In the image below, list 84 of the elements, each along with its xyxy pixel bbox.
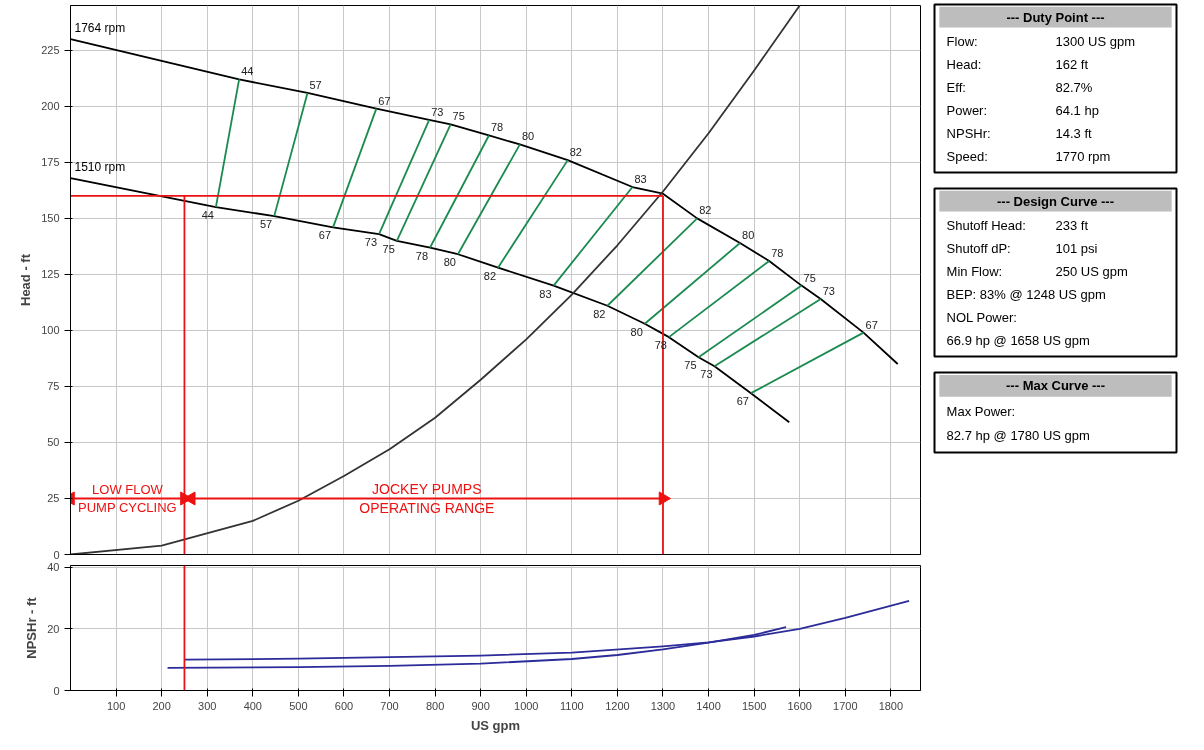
x-tick-label: 500	[289, 699, 308, 712]
annotation: 67	[378, 94, 391, 107]
y-tick-label: 75	[47, 380, 60, 393]
annotation: 73	[364, 236, 378, 249]
annotation: 57	[309, 78, 322, 91]
x-tick-label: 1500	[741, 699, 767, 712]
x-tick-label: 1300	[650, 699, 676, 712]
series-label: 1764 rpm	[74, 21, 126, 36]
text: Min Flow: 250 US gpm	[946, 263, 1128, 279]
text: --- Design Curve ---	[997, 193, 1114, 209]
x-tick-label: 1200	[605, 699, 630, 712]
x-tick-label: 1800	[878, 699, 904, 712]
y-tick-label: 225	[41, 44, 60, 57]
y-axis-title: Head - ft	[18, 253, 34, 306]
annotation: 78	[771, 246, 784, 259]
y-axis-title: NPSHr - ft	[24, 596, 40, 659]
y-tick-label: 125	[41, 268, 60, 281]
text: NPSHr: 14.3 ft	[946, 125, 1092, 141]
annotation: 80	[742, 229, 755, 242]
y-tick-label: 50	[47, 436, 60, 449]
annotation: 83	[539, 287, 552, 300]
text: Shutoff Head: 233 ft	[946, 217, 1089, 233]
y-tick-label: 200	[41, 100, 60, 113]
annotation: 82	[593, 307, 606, 320]
text: Power: 64.1 hp	[946, 102, 1099, 118]
x-tick-label: 1000	[514, 699, 539, 712]
x-tick-label: 400	[243, 699, 262, 712]
y-tick-label: 40	[47, 561, 60, 574]
x-tick-label: 800	[425, 699, 445, 712]
annotation: 82	[699, 204, 712, 217]
annotation: 78	[490, 121, 504, 134]
annotation: 73	[822, 285, 835, 298]
text: --- Max Curve ---	[1006, 378, 1105, 394]
y-tick-label: 0	[53, 548, 60, 561]
annotation: 44	[201, 209, 214, 222]
annotation: JOCKEY PUMPS OPERATING RANGE	[359, 480, 495, 517]
annotation: 83	[634, 173, 647, 186]
annotation: 82	[569, 146, 582, 159]
annotation: LOW FLOW PUMP CYCLING	[77, 481, 177, 515]
text: --- Duty Point ---	[1006, 9, 1105, 25]
x-tick-label: 900	[471, 699, 490, 712]
text: Max Power:	[946, 403, 1016, 419]
y-tick-label: 150	[41, 212, 60, 225]
annotation: 67	[736, 395, 749, 408]
text: 66.9 hp @ 1658 US gpm	[946, 332, 1090, 348]
x-tick-label: 300	[198, 699, 217, 712]
annotation: 73	[700, 368, 713, 381]
annotation: 78	[415, 249, 429, 262]
x-axis-title: US gpm	[470, 717, 521, 733]
text: Flow: 1300 US gpm	[946, 33, 1135, 49]
annotation: 57	[259, 218, 273, 231]
y-tick-label: 20	[47, 622, 60, 635]
annotation: 75	[684, 359, 697, 372]
annotation: 80	[443, 256, 456, 269]
x-tick-label: 1100	[560, 699, 584, 712]
y-tick-label: 0	[53, 684, 60, 697]
annotation: 67	[318, 229, 332, 242]
y-tick-label: 175	[41, 156, 60, 169]
annotation: 82	[483, 269, 497, 282]
legend-label: 1510 rpm	[74, 160, 126, 175]
text: BEP: 83% @ 1248 US gpm	[946, 286, 1106, 302]
y-tick-label: 25	[47, 492, 60, 505]
annotation: 67	[865, 318, 878, 331]
text: NOL Power:	[946, 309, 1017, 325]
text: Head: 162 ft	[946, 56, 1089, 72]
text: Eff: 82.7%	[946, 79, 1093, 95]
annotation: 73	[431, 105, 444, 118]
y-tick-label: 100	[41, 324, 60, 337]
annotation: 44	[241, 65, 254, 78]
x-tick-label: 1600	[787, 699, 812, 712]
text: 82.7 hp @ 1780 US gpm	[946, 428, 1090, 444]
annotation: 80	[521, 130, 535, 143]
annotation: 80	[630, 325, 643, 338]
annotation: 75	[382, 242, 395, 255]
annotation: 75	[803, 271, 816, 284]
x-tick-label: 700	[380, 699, 399, 712]
x-tick-label: 600	[334, 699, 354, 712]
x-tick-label: 100	[106, 699, 126, 712]
text: Speed: 1770 rpm	[946, 148, 1111, 164]
x-tick-label: 1700	[833, 699, 858, 712]
text: Shutoff dP: 101 psi	[946, 240, 1098, 256]
x-tick-label: 200	[152, 699, 171, 712]
x-tick-label: 1400	[696, 699, 721, 712]
annotation: 75	[452, 110, 465, 123]
